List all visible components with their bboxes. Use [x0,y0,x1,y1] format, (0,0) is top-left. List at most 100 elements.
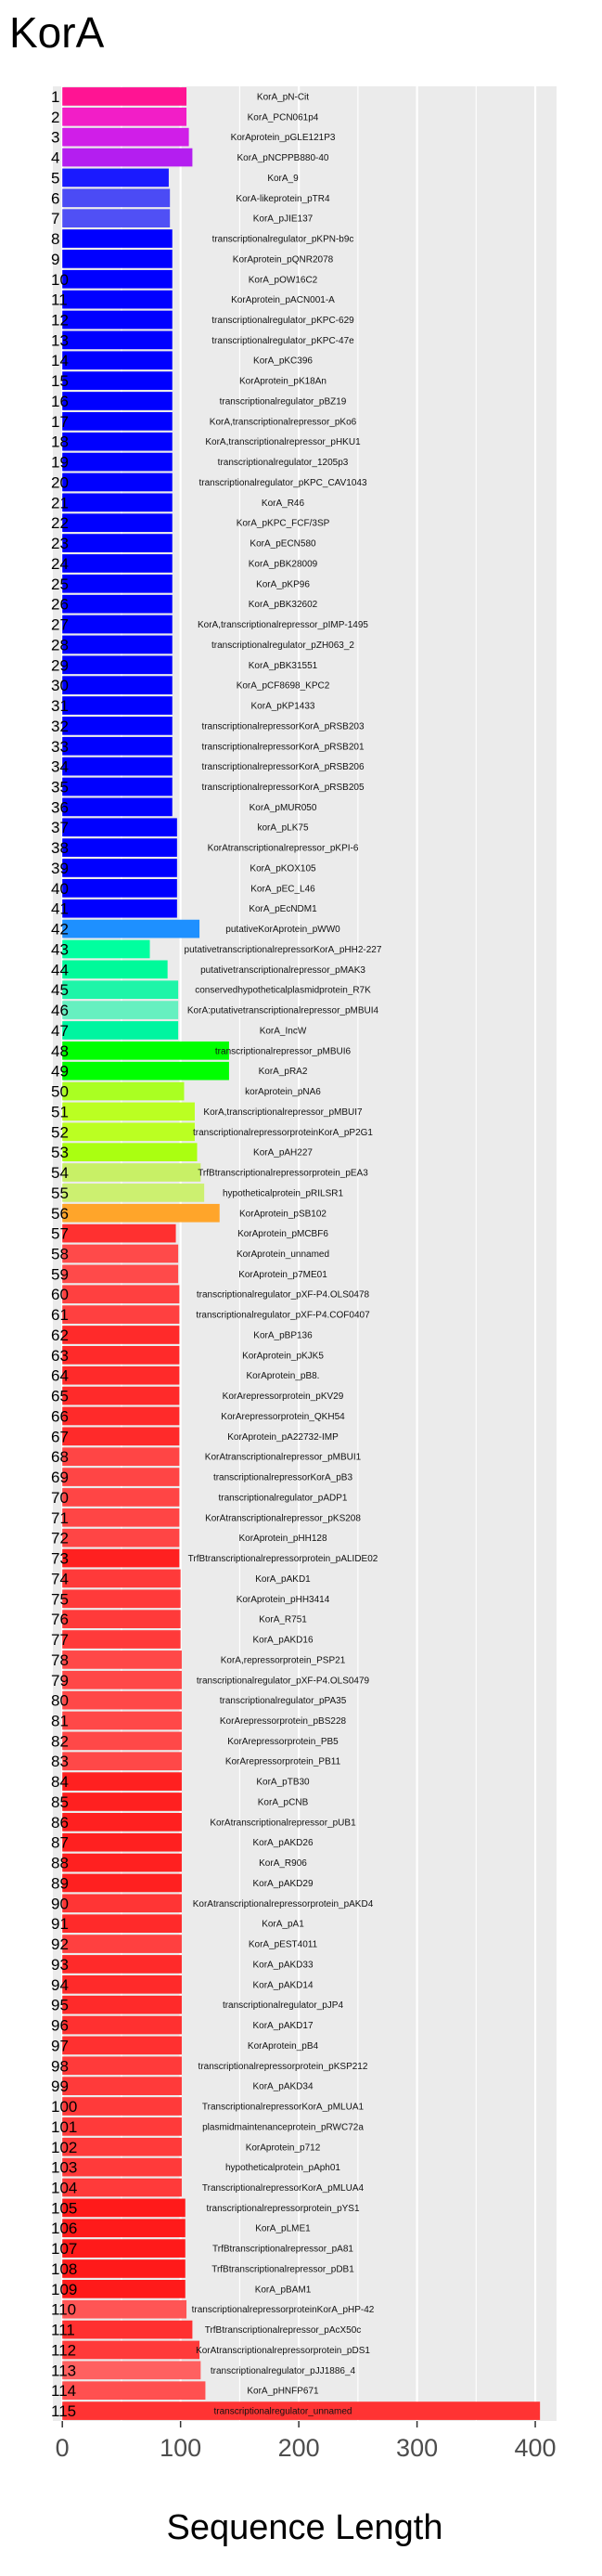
bar [62,1630,181,1649]
bar [62,168,169,188]
row-number: 93 [51,1956,69,1974]
bar-label: TrfBtranscriptionalrepressorprotein_pEA3 [198,1169,368,1179]
row-number: 106 [51,2220,77,2237]
bar [62,676,173,694]
row-number: 82 [51,1732,69,1750]
bar-label: KorAprotein_pKJK5 [242,1351,324,1361]
bar-label: KorArepressorprotein_QKH54 [221,1412,345,1422]
bar-label: KorA_pHNFP671 [247,2387,319,2397]
bar-label: transcriptionalregulator_pADP1 [219,1493,348,1503]
row-number: 37 [51,819,69,836]
bar-label: KorA_pNCPPB880-40 [237,153,329,163]
row-number: 111 [51,2322,75,2339]
bar [62,2097,182,2116]
row-number: 19 [51,454,69,472]
bar [62,1974,182,1994]
bar-label: KorArepressorprotein_PB11 [225,1757,341,1767]
row-number: 5 [51,169,59,187]
bar [62,1143,198,1161]
bar-label: transcriptionalrepressorKorA_pRSB205 [201,783,365,793]
bar-label: transcriptionalregulator_pPA35 [220,1696,347,1706]
bar-label: transcriptionalrepressorprotein_pYS1 [206,2204,360,2214]
bar-label: transcriptionalregulator_pJJ1886_4 [211,2366,356,2376]
row-number: 6 [51,189,59,207]
bar [62,1122,195,1142]
bar-label: transcriptionalrepressorKorA_pRSB201 [201,742,365,752]
row-number: 90 [51,1895,69,1912]
row-number: 110 [51,2301,76,2319]
bar [62,1853,182,1872]
row-number: 65 [51,1388,69,1405]
row-number: 56 [51,1205,69,1223]
bar-label: KorAprotein_pQNR2078 [233,254,334,265]
bar [62,717,173,735]
row-number: 27 [51,616,69,634]
bar-label: KorA_pAKD29 [252,1879,313,1889]
bar-label: KorAtranscriptionalrepressorprotein_pDS1 [196,2346,370,2356]
bar-label: KorA_pN-Cit [257,92,309,102]
row-number: 69 [51,1469,69,1486]
bar-label: KorA_pAH227 [253,1148,313,1159]
bar [62,250,173,268]
row-number: 16 [51,393,69,410]
bar-label: hypotheticalprotein_pAph01 [225,2163,340,2173]
bar [62,310,173,330]
row-number: 15 [51,372,69,390]
row-number: 23 [51,535,69,552]
bar-label: KorAprotein_pHH3414 [237,1595,330,1605]
bar-label: TrfBtranscriptionalrepressor_pAcX50c [205,2325,362,2336]
row-number: 55 [51,1184,69,1202]
bar-label: transcriptionalregulator_1205p3 [218,458,349,468]
bar-label: KorA_pBK31551 [249,661,318,671]
bar [62,1488,180,1507]
row-number: 2 [51,109,59,126]
bar [62,2299,187,2319]
bar [62,2036,182,2055]
bar [62,2259,186,2278]
bar [62,939,150,959]
bar-label: KorA_9 [267,174,299,184]
row-number: 66 [51,1407,69,1425]
bar [62,2077,182,2095]
row-number: 87 [51,1834,69,1852]
bar-label: TrfBtranscriptionalrepressor_pDB1 [211,2264,354,2274]
bar-label: KorA,transcriptionalrepressor_pMBUI7 [203,1107,363,1118]
row-number: 35 [51,779,69,796]
row-number: 67 [51,1428,69,1445]
row-number: 36 [51,798,69,816]
row-number: 8 [51,230,59,248]
row-number: 98 [51,2057,69,2075]
row-number: 81 [51,1713,69,1730]
row-number: 32 [51,718,69,735]
bar [62,107,187,126]
row-number: 53 [51,1144,69,1161]
bar [62,1650,182,1669]
row-number: 97 [51,2037,69,2054]
bar [62,1589,181,1609]
bar-label: KorA_pKP96 [256,579,310,589]
bar-label: KorAprotein_pK18An [239,377,327,387]
bar-label: KorAprotein_pB4 [248,2041,319,2052]
bar [62,2117,182,2136]
bar-label: KorA_IncW [260,1026,307,1036]
bar-label: KorA_pMUR050 [250,803,317,813]
bar-label: KorA,transcriptionalrepressor_pKo6 [210,417,357,427]
bar-label: putativeKorAprotein_pWW0 [225,925,340,935]
bar-label: KorAtranscriptionalrepressor_pUB1 [210,1818,356,1828]
bar-label: KorA_pKC396 [253,356,313,367]
bar-label: transcriptionalregulator_pJP4 [223,2000,344,2011]
bar [62,818,177,837]
row-number: 83 [51,1753,69,1770]
row-number: 72 [51,1530,69,1547]
row-number: 78 [51,1651,69,1669]
bar [62,1305,180,1324]
bar-label: KorAprotein_pMCBF6 [237,1229,328,1239]
row-number: 73 [51,1550,69,1568]
bar-label: transcriptionalrepressor_pMBUI6 [215,1046,352,1056]
bar [62,127,189,147]
bar [62,1326,180,1344]
bar-label: KorA_pAKD14 [252,1980,313,1990]
bar-label: KorAprotein_pGLE121P3 [231,133,336,143]
bar [62,2340,200,2360]
row-number: 68 [51,1448,69,1466]
